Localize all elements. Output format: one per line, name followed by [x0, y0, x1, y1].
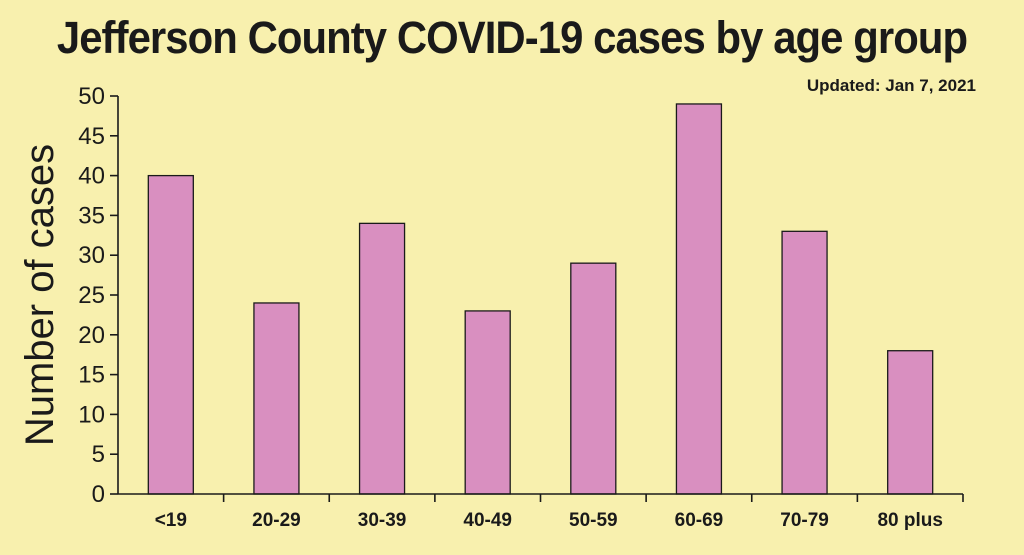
bar-5	[570, 262, 617, 495]
bar-2	[253, 302, 300, 495]
x-category-label: 40-49	[463, 510, 512, 531]
y-tick-label: 30	[78, 242, 105, 269]
bar-3	[358, 222, 406, 495]
y-tick-label: 40	[78, 163, 105, 190]
chart-title: Jefferson County COVID-19 cases by age g…	[56, 12, 968, 63]
y-tick-label: 10	[78, 401, 105, 428]
x-category-label: 60-69	[675, 510, 724, 531]
x-category-label: 30-39	[358, 510, 407, 531]
y-tick-label: 15	[78, 362, 105, 389]
y-tick-label: 25	[78, 282, 105, 309]
y-tick-label: 50	[78, 83, 105, 110]
y-tick-label: 5	[92, 441, 105, 468]
y-tick-label: 20	[78, 322, 105, 349]
y-axis-label: Number of cases	[18, 144, 62, 446]
bars	[147, 103, 934, 495]
y-tick-label: 0	[92, 481, 105, 508]
y-tick-label: 35	[78, 202, 105, 229]
x-category-label: 80 plus	[877, 510, 942, 531]
bar-8	[887, 350, 934, 495]
bar-7	[781, 230, 828, 495]
chart-subtitle: Updated: Jan 7, 2021	[806, 76, 976, 95]
x-category-label: <19	[155, 510, 187, 531]
y-axis-ticks: 0 5 10 15 20 25 30 35 40 45 50	[78, 83, 118, 508]
x-category-label: 50-59	[569, 510, 618, 531]
bar-6	[675, 103, 723, 495]
x-category-label: 70-79	[780, 510, 829, 531]
y-tick-label: 45	[78, 123, 105, 150]
x-category-label: 20-29	[252, 510, 301, 531]
x-axis-labels: <19 20-29 30-39 40-49 50-59 60-69 70-79 80 plus	[155, 494, 964, 531]
bar-1	[147, 174, 194, 495]
bar-4	[464, 310, 511, 495]
